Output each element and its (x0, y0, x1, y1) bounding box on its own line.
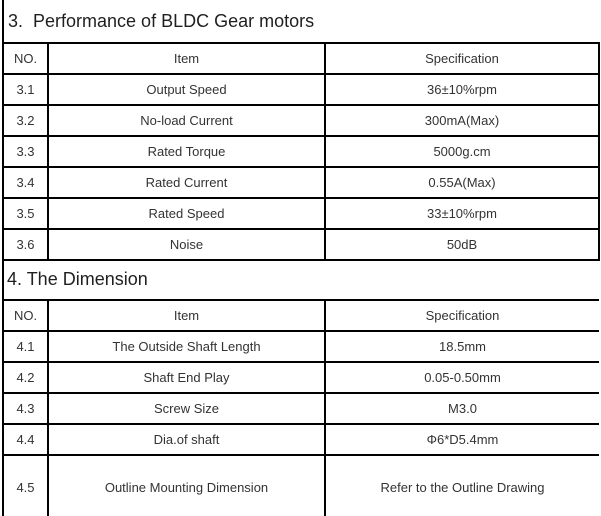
row-spec-cell: Refer to the Outline Drawing (324, 454, 599, 516)
row-spec-cell: 18.5mm (324, 330, 599, 363)
table-row: 4.4 Dia.of shaft Φ6*D5.4mm (2, 423, 599, 456)
table-header-row: NO. Item Specification (2, 299, 599, 332)
table-row: 4.1 The Outside Shaft Length 18.5mm (2, 330, 599, 363)
row-no-cell: 3.3 (2, 135, 49, 168)
row-spec-cell: 36±10%rpm (324, 73, 600, 106)
row-item-cell: Shaft End Play (47, 361, 326, 394)
row-item-cell: Dia.of shaft (47, 423, 326, 456)
row-item-cell: The Outside Shaft Length (47, 330, 326, 363)
row-no-cell: 3.4 (2, 166, 49, 199)
table-row: 4.3 Screw Size M3.0 (2, 392, 599, 425)
column-header-no: NO. (2, 299, 49, 332)
column-header-spec: Specification (324, 299, 599, 332)
table-row: 4.5 Outline Mounting Dimension Refer to … (2, 454, 599, 516)
table-header-row: NO. Item Specification (2, 42, 600, 75)
row-no-cell: 4.3 (2, 392, 49, 425)
section-4-title: 4. The Dimension (7, 268, 148, 289)
table-row: 3.5 Rated Speed 33±10%rpm (2, 197, 600, 230)
row-spec-cell: 0.05-0.50mm (324, 361, 599, 394)
row-item-cell: Noise (47, 228, 326, 261)
row-no-cell: 3.5 (2, 197, 49, 230)
row-item-cell: No-load Current (47, 104, 326, 137)
row-no-cell: 3.6 (2, 228, 49, 261)
row-item-cell: Output Speed (47, 73, 326, 106)
row-item-cell: Rated Current (47, 166, 326, 199)
performance-table: NO. Item Specification 3.1 Output Speed … (2, 42, 600, 261)
row-no-cell: 4.2 (2, 361, 49, 394)
column-header-item: Item (47, 299, 326, 332)
row-no-cell: 3.1 (2, 73, 49, 106)
row-no-cell: 4.4 (2, 423, 49, 456)
row-spec-cell: 5000g.cm (324, 135, 600, 168)
column-header-spec: Specification (324, 42, 600, 75)
row-no-cell: 4.5 (2, 454, 49, 516)
column-header-no: NO. (2, 42, 49, 75)
row-spec-cell: 300mA(Max) (324, 104, 600, 137)
row-no-cell: 4.1 (2, 330, 49, 363)
row-spec-cell: Φ6*D5.4mm (324, 423, 599, 456)
column-header-item: Item (47, 42, 326, 75)
row-spec-cell: 50dB (324, 228, 600, 261)
table-row: 3.4 Rated Current 0.55A(Max) (2, 166, 600, 199)
row-no-cell: 3.2 (2, 104, 49, 137)
row-item-cell: Screw Size (47, 392, 326, 425)
row-spec-cell: M3.0 (324, 392, 599, 425)
row-item-cell: Outline Mounting Dimension (47, 454, 326, 516)
table-row: 4.2 Shaft End Play 0.05-0.50mm (2, 361, 599, 394)
table-row: 3.2 No-load Current 300mA(Max) (2, 104, 600, 137)
table-row: 3.3 Rated Torque 5000g.cm (2, 135, 600, 168)
table-row: 3.6 Noise 50dB (2, 228, 600, 261)
row-item-cell: Rated Torque (47, 135, 326, 168)
dimension-table: NO. Item Specification 4.1 The Outside S… (2, 299, 599, 516)
section-3-title: 3. Performance of BLDC Gear motors (8, 10, 315, 31)
row-item-cell: Rated Speed (47, 197, 326, 230)
row-spec-cell: 33±10%rpm (324, 197, 600, 230)
row-spec-cell: 0.55A(Max) (324, 166, 600, 199)
table-row: 3.1 Output Speed 36±10%rpm (2, 73, 600, 106)
